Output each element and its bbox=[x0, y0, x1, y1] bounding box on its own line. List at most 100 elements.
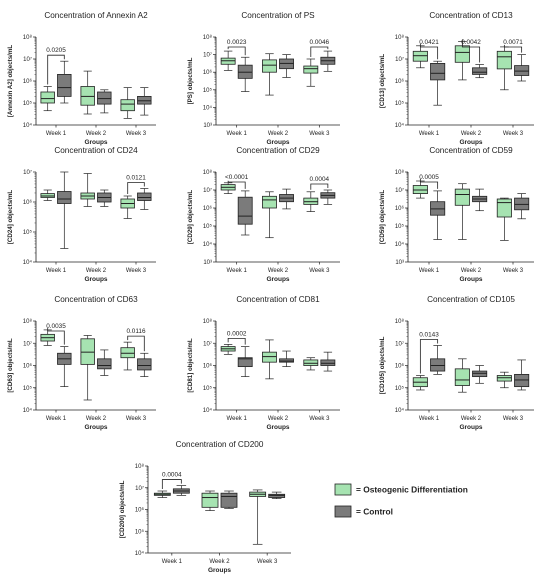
pvalue-bracket: 0.0205 bbox=[46, 47, 66, 85]
y-tick-label: 10⁶ bbox=[23, 363, 33, 370]
bracket-line bbox=[310, 183, 329, 190]
box-osteo-3 bbox=[120, 87, 135, 119]
x-tick-label: Week 2 bbox=[268, 416, 289, 422]
box-control-3 bbox=[320, 50, 336, 72]
y-tick-label: 10⁵ bbox=[203, 223, 213, 230]
y-tick-label: 10⁷ bbox=[395, 187, 404, 194]
box-body bbox=[262, 59, 277, 73]
box-osteo-1 bbox=[220, 344, 236, 355]
pvalue-label: 0.0035 bbox=[46, 323, 66, 330]
box-body bbox=[120, 99, 135, 112]
box-control-1 bbox=[57, 171, 72, 249]
box-control-3 bbox=[268, 491, 286, 499]
box-body bbox=[237, 357, 253, 368]
pvalue-label: 0.0143 bbox=[419, 331, 439, 338]
x-tick-label: Week 1 bbox=[419, 268, 440, 274]
pvalue-bracket: 0.0002 bbox=[227, 330, 247, 345]
y-tick-label: 10⁶ bbox=[23, 199, 33, 206]
bracket-line bbox=[227, 337, 246, 345]
chart-title: Concentration of CD59 bbox=[429, 146, 513, 155]
x-tick-label: Week 3 bbox=[309, 268, 330, 274]
x-tick-label: Week 1 bbox=[227, 268, 248, 274]
y-tick-label: 10⁷ bbox=[23, 340, 32, 347]
pvalue-bracket: 0.0004 bbox=[161, 472, 182, 490]
y-tick-label: 10⁵ bbox=[395, 385, 405, 392]
box-control-1 bbox=[57, 346, 72, 387]
bracket-line bbox=[310, 46, 329, 57]
box-control-2 bbox=[279, 54, 294, 78]
chart-title: Concentration of CD81 bbox=[236, 295, 320, 304]
y-axis-label: [PS] objects/mL bbox=[187, 57, 194, 104]
box-control-1 bbox=[430, 190, 446, 240]
box-osteo-2 bbox=[262, 191, 277, 239]
y-tick-label: 10⁸ bbox=[203, 318, 213, 325]
box-osteo-3 bbox=[303, 58, 319, 87]
box-osteo-2 bbox=[80, 70, 95, 115]
chart-panel-10: Concentration of CD200 10⁴ 10⁵ 10⁶ 10⁷ 10⁸ Wee… bbox=[119, 440, 291, 574]
box-control-3 bbox=[137, 188, 152, 210]
legend-label-osteo: = Osteogenic Differentiation bbox=[356, 485, 468, 495]
chart-title: Concentration of CD63 bbox=[54, 295, 138, 304]
box-body bbox=[303, 359, 319, 366]
box-control-3 bbox=[320, 351, 336, 372]
box-body bbox=[472, 370, 488, 378]
y-tick-label: 10⁵ bbox=[23, 229, 33, 236]
x-tick-label: Week 2 bbox=[268, 268, 289, 274]
pvalue-bracket: 0.0121 bbox=[126, 175, 146, 194]
box-body bbox=[268, 493, 286, 498]
chart-panel-5: Concentration of CD29 10³ 10⁴ 10⁵ 10⁶ 10⁷ 10⁸ W… bbox=[187, 146, 340, 283]
x-axis-label: Groups bbox=[459, 139, 482, 146]
chart-title: Concentration of CD200 bbox=[176, 440, 264, 449]
y-axis-label: [CD59] objects/mL bbox=[379, 190, 386, 245]
x-axis-label: Groups bbox=[266, 424, 289, 431]
y-tick-label: 10⁷ bbox=[395, 340, 404, 347]
x-tick-label: Week 1 bbox=[46, 268, 67, 274]
x-tick-label: Week 2 bbox=[268, 131, 289, 137]
bracket-line bbox=[127, 335, 145, 352]
y-tick-label: 10⁷ bbox=[203, 340, 212, 347]
y-tick-label: 10⁸ bbox=[23, 318, 33, 325]
x-tick-label: Week 1 bbox=[46, 131, 67, 137]
y-tick-label: 10⁷ bbox=[395, 56, 404, 63]
y-tick-label: 10⁸ bbox=[23, 34, 33, 41]
bracket-line bbox=[161, 479, 182, 490]
x-tick-label: Week 2 bbox=[86, 268, 107, 274]
box-osteo-3 bbox=[496, 197, 512, 241]
y-tick-label: 10³ bbox=[395, 260, 404, 266]
pvalue-bracket: 0.0046 bbox=[310, 39, 330, 57]
pvalue-label: 0.0116 bbox=[126, 328, 146, 335]
pvalue-bracket: 0.0023 bbox=[227, 39, 247, 56]
pvalue-label: 0.0004 bbox=[310, 176, 330, 183]
x-tick-label: Week 3 bbox=[503, 268, 524, 274]
box-control-3 bbox=[514, 54, 530, 82]
box-osteo-2 bbox=[262, 53, 277, 96]
box-body bbox=[137, 192, 152, 201]
box-control-1 bbox=[430, 60, 446, 106]
box-body bbox=[137, 96, 152, 105]
pvalue-label: 0.0121 bbox=[126, 175, 146, 182]
x-tick-label: Week 1 bbox=[227, 416, 248, 422]
y-tick-label: 10⁴ bbox=[395, 122, 405, 129]
pvalue-label: 0.0071 bbox=[503, 39, 523, 46]
box-control-1 bbox=[57, 60, 72, 104]
y-tick-label: 10³ bbox=[203, 123, 212, 129]
chart-title: Concentration of PS bbox=[241, 11, 315, 20]
x-axis-label: Groups bbox=[84, 424, 107, 431]
pvalue-label: 0.0421 bbox=[419, 39, 439, 46]
box-body bbox=[97, 358, 112, 370]
y-tick-label: 10⁴ bbox=[395, 407, 405, 414]
x-tick-label: Week 3 bbox=[257, 559, 278, 565]
chart-panel-4: Concentration of CD24 10⁴ 10⁵ 10⁶ 10⁷ Week 1 W… bbox=[7, 146, 156, 283]
box-body bbox=[262, 195, 277, 209]
box-osteo-3 bbox=[496, 46, 512, 91]
bracket-line bbox=[47, 54, 65, 85]
box-osteo-2 bbox=[80, 335, 95, 401]
y-tick-label: 10⁸ bbox=[395, 34, 405, 41]
chart-title: Concentration of CD24 bbox=[54, 146, 138, 155]
box-osteo-2 bbox=[454, 183, 470, 240]
pvalue-label: 0.0002 bbox=[227, 330, 247, 337]
y-tick-label: 10⁸ bbox=[203, 169, 213, 176]
pvalue-label: 0.0046 bbox=[310, 39, 330, 46]
chart-panel-3: Concentration of CD13 10⁴ 10⁵ 10⁶ 10⁷ 10⁸ Week… bbox=[379, 11, 534, 146]
